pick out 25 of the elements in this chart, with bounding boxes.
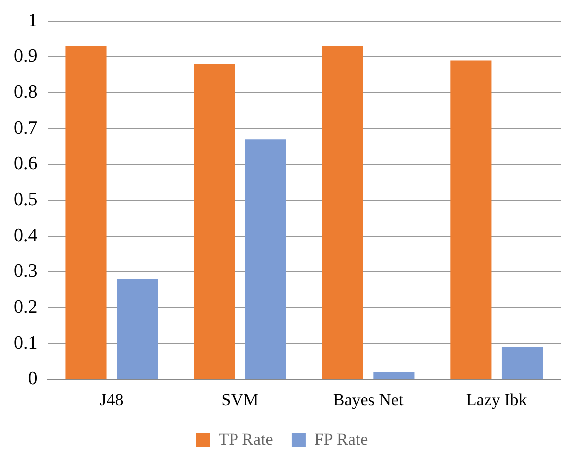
bar xyxy=(450,60,492,380)
bar xyxy=(245,140,286,380)
bar xyxy=(322,46,364,380)
x-tick-label: J48 xyxy=(100,390,124,410)
x-tick-label: Bayes Net xyxy=(333,390,404,410)
bar xyxy=(374,372,415,380)
bar xyxy=(502,347,544,380)
bar xyxy=(194,64,236,380)
y-tick-label: 0.9 xyxy=(14,46,38,68)
y-tick-label: 0.1 xyxy=(14,332,38,354)
legend-label: FP Rate xyxy=(314,430,368,449)
x-tick-label: SVM xyxy=(222,390,259,410)
y-tick-label: 0.6 xyxy=(14,154,38,175)
y-tick-label: 0.4 xyxy=(14,225,38,246)
x-tick-label: Lazy Ibk xyxy=(466,390,528,410)
y-tick-label: 0.2 xyxy=(14,296,38,318)
y-tick-label: 0.8 xyxy=(14,82,38,104)
bar xyxy=(66,46,107,380)
bar xyxy=(117,279,158,380)
y-tick-label: 0.3 xyxy=(14,261,38,282)
legend-label: TP Rate xyxy=(218,430,274,449)
y-tick-label: 0.5 xyxy=(14,189,38,210)
y-tick-label: 0 xyxy=(28,368,38,390)
y-tick-label: 1 xyxy=(28,10,38,32)
y-tick-label: 0.7 xyxy=(14,118,38,139)
